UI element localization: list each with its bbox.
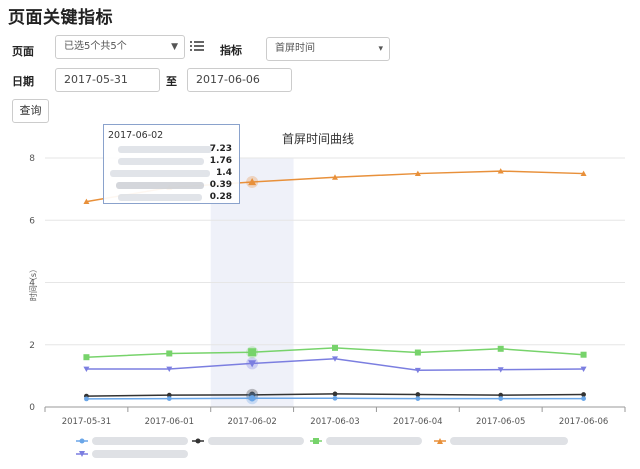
tooltip-row: 1.76 bbox=[108, 156, 235, 166]
metric-select-value: 首屏时间 bbox=[275, 43, 315, 54]
data-point[interactable] bbox=[332, 395, 338, 401]
data-point[interactable] bbox=[84, 396, 89, 402]
data-point[interactable] bbox=[580, 366, 587, 373]
data-point[interactable] bbox=[415, 392, 421, 397]
tooltip-date: 2017-06-02 bbox=[108, 130, 164, 141]
data-point[interactable] bbox=[414, 367, 421, 374]
tooltip-row: 0.39 bbox=[108, 180, 235, 190]
x-tick-label: 2017-06-05 bbox=[476, 417, 525, 427]
data-point[interactable] bbox=[248, 177, 257, 186]
x-tick-label: 2017-05-31 bbox=[62, 417, 111, 427]
query-button[interactable]: 查询 bbox=[12, 99, 49, 123]
x-tick-label: 2017-06-06 bbox=[559, 417, 608, 427]
x-tick-label: 2017-06-02 bbox=[227, 417, 276, 427]
page-title: 页面关键指标 bbox=[8, 8, 113, 28]
data-point[interactable] bbox=[166, 392, 172, 398]
x-tick-label: 2017-06-04 bbox=[393, 417, 442, 427]
start-date-input[interactable]: 2017-05-31 bbox=[55, 68, 160, 92]
legend-item[interactable] bbox=[310, 437, 422, 445]
tooltip-row: 0.28 bbox=[108, 192, 235, 202]
data-point[interactable] bbox=[83, 366, 90, 373]
y-tick-label: 8 bbox=[29, 154, 35, 164]
data-point[interactable] bbox=[248, 395, 256, 402]
data-point[interactable] bbox=[166, 350, 173, 357]
metric-select[interactable]: 首屏时间 ▾ bbox=[266, 37, 390, 61]
data-point[interactable] bbox=[332, 391, 338, 397]
y-tick-label: 0 bbox=[29, 403, 35, 413]
x-tick-label: 2017-06-03 bbox=[310, 417, 359, 427]
y-tick-label: 6 bbox=[29, 216, 35, 226]
legend-item[interactable] bbox=[76, 437, 188, 445]
data-point[interactable] bbox=[248, 360, 257, 368]
data-point[interactable] bbox=[580, 170, 587, 176]
legend-label-redacted bbox=[92, 437, 188, 445]
data-point[interactable] bbox=[580, 351, 587, 358]
data-point[interactable] bbox=[415, 396, 421, 401]
y-tick-label: 2 bbox=[29, 341, 35, 351]
data-point[interactable] bbox=[414, 170, 421, 176]
tooltip-value: 0.39 bbox=[209, 180, 232, 190]
x-tick-label: 2017-06-01 bbox=[145, 417, 194, 427]
page-filter-label: 页面 bbox=[12, 45, 34, 58]
data-point[interactable] bbox=[332, 344, 338, 351]
data-point[interactable] bbox=[498, 396, 504, 401]
tooltip-value: 7.23 bbox=[209, 144, 232, 154]
data-point[interactable] bbox=[332, 356, 338, 362]
legend-item[interactable] bbox=[192, 437, 304, 445]
legend-item[interactable] bbox=[76, 450, 188, 458]
tooltip-value: 1.76 bbox=[209, 156, 232, 166]
legend-item[interactable] bbox=[434, 437, 568, 445]
to-label: 至 bbox=[166, 75, 177, 88]
chart-tooltip: 2017-06-02 7.23 1.76 1.4 0.39 0.28 bbox=[103, 124, 240, 204]
chart-title: 首屏时间曲线 bbox=[282, 132, 354, 146]
data-point[interactable] bbox=[581, 396, 586, 401]
tooltip-value: 1.4 bbox=[216, 168, 232, 178]
data-point[interactable] bbox=[581, 392, 586, 397]
data-point[interactable] bbox=[83, 354, 90, 361]
data-point[interactable] bbox=[166, 396, 172, 401]
tooltip-row: 7.23 bbox=[108, 144, 235, 154]
page-select[interactable]: 已选5个共5个 ▼ bbox=[55, 35, 185, 59]
data-point[interactable] bbox=[332, 174, 338, 180]
data-point[interactable] bbox=[248, 348, 257, 357]
caret-down-icon: ▾ bbox=[378, 44, 383, 54]
data-point[interactable] bbox=[83, 198, 90, 204]
date-filter-label: 日期 bbox=[12, 75, 34, 88]
chevron-down-icon: ▼ bbox=[171, 42, 178, 52]
end-date-input[interactable]: 2017-06-06 bbox=[187, 68, 292, 92]
data-point[interactable] bbox=[497, 367, 504, 373]
legend-label-redacted bbox=[208, 437, 304, 445]
legend-label-redacted bbox=[92, 450, 188, 458]
data-point[interactable] bbox=[166, 366, 173, 373]
y-axis-label: 时间（s） bbox=[28, 265, 38, 301]
list-icon[interactable] bbox=[190, 40, 204, 52]
legend-label-redacted bbox=[450, 437, 568, 445]
y-tick-label: 4 bbox=[29, 279, 35, 289]
page-select-value: 已选5个共5个 bbox=[64, 41, 127, 52]
data-point[interactable] bbox=[497, 168, 504, 174]
legend-label-redacted bbox=[326, 437, 422, 445]
metric-filter-label: 指标 bbox=[220, 44, 242, 57]
data-point[interactable] bbox=[414, 349, 421, 356]
data-point[interactable] bbox=[498, 392, 504, 398]
data-point[interactable] bbox=[497, 345, 504, 352]
tooltip-row: 1.4 bbox=[108, 168, 235, 178]
tooltip-value: 0.28 bbox=[209, 192, 232, 202]
